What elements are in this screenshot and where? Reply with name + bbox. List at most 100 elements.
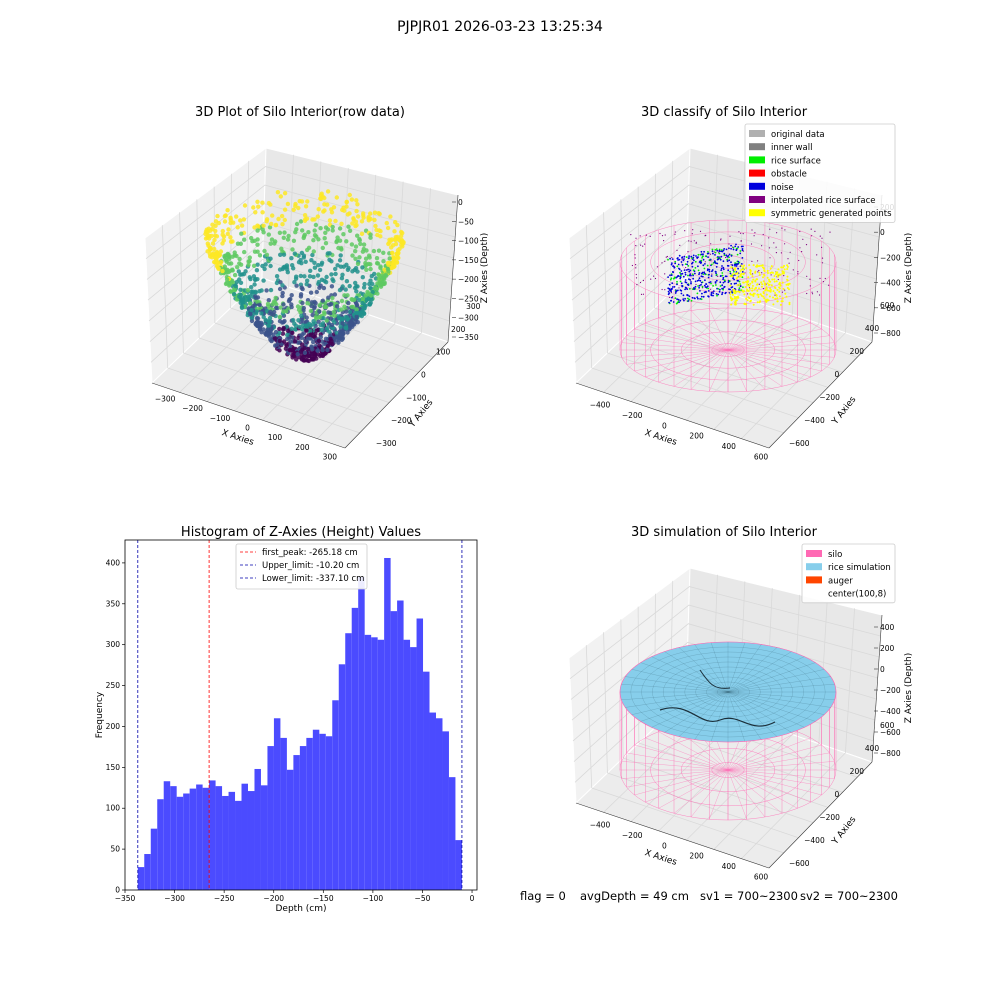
tick-label: 0 <box>421 371 426 380</box>
data-point <box>354 289 359 294</box>
interpolated-point <box>781 227 783 229</box>
silo-floor-line <box>727 769 747 820</box>
symmetric-point <box>754 271 757 274</box>
grid-line <box>658 725 766 832</box>
noise-point <box>724 280 726 283</box>
data-point <box>281 235 286 240</box>
grid-line <box>623 757 814 823</box>
data-point <box>312 260 317 265</box>
noise-point <box>667 258 669 261</box>
tick-label: −600 <box>880 728 901 737</box>
data-point <box>257 253 263 258</box>
noise-point <box>717 293 720 296</box>
noise-point <box>679 271 681 274</box>
data-point <box>261 278 266 283</box>
noise-point <box>694 260 697 263</box>
noise-point <box>685 269 688 271</box>
noise-point <box>697 269 700 272</box>
noise-point <box>728 256 730 259</box>
tick-label: 250 <box>106 681 121 690</box>
symmetric-point <box>758 287 760 290</box>
noise-point <box>700 253 703 256</box>
interpolated-point <box>821 262 824 264</box>
interpolated-point <box>769 228 771 230</box>
tick-label: 400 <box>106 558 121 567</box>
data-point <box>231 292 237 297</box>
noise-point <box>722 278 724 281</box>
surface-depression <box>699 669 731 689</box>
interpolated-point <box>635 245 637 247</box>
data-point <box>400 239 405 244</box>
grid-line <box>591 787 784 854</box>
noise-point <box>715 284 717 286</box>
symmetric-point <box>782 272 785 275</box>
data-point <box>304 323 309 328</box>
symmetric-point <box>786 279 789 282</box>
silo-floor-line <box>727 349 835 358</box>
symmetric-point <box>752 294 755 297</box>
noise-point <box>698 261 701 263</box>
panel-raw-3d: 3D Plot of Silo Interior(row data) −300−… <box>144 105 490 461</box>
data-point <box>331 278 336 284</box>
noise-point <box>690 281 692 283</box>
data-point <box>329 207 334 212</box>
surface-mesh <box>727 691 778 737</box>
symmetric-point <box>741 289 744 292</box>
histogram-bars <box>137 557 462 890</box>
surface-mesh <box>640 691 729 722</box>
tick-label: −200 <box>880 686 901 695</box>
data-point <box>381 250 386 255</box>
x-axis-label-raw: X Axies <box>220 428 255 448</box>
interpolated-point <box>770 274 772 276</box>
interpolated-point <box>725 256 727 259</box>
interpolated-point <box>666 255 669 258</box>
noise-point <box>714 282 717 284</box>
noise-point <box>722 288 724 291</box>
data-point <box>311 319 316 324</box>
figure-suptitle: PJPJR01 2026-03-23 13:25:34 <box>397 19 603 35</box>
x-axis-label-classify: X Axies <box>643 428 678 448</box>
noise-point <box>723 285 726 288</box>
data-point <box>285 332 290 338</box>
data-point <box>282 217 287 223</box>
silo-floor-line <box>690 769 729 818</box>
noise-point <box>700 272 703 275</box>
data-point <box>286 233 291 239</box>
data-point <box>329 259 334 264</box>
data-point <box>248 311 253 317</box>
histogram-bar <box>325 736 333 890</box>
data-point <box>264 288 269 293</box>
data-point <box>253 210 258 215</box>
noise-point <box>684 297 686 300</box>
noise-point <box>733 278 735 281</box>
data-point <box>255 249 260 254</box>
legend-frame <box>235 543 368 590</box>
data-point <box>388 214 393 219</box>
histogram-bar <box>163 781 171 890</box>
data-point <box>324 274 329 280</box>
data-point <box>320 245 325 251</box>
noise-point <box>704 279 706 282</box>
symmetric-point <box>749 299 752 302</box>
symmetric-point <box>743 290 746 293</box>
surface-mesh <box>727 651 792 693</box>
symmetric-point <box>756 301 759 304</box>
data-point <box>290 355 295 360</box>
data-point <box>354 284 359 289</box>
silo-floor-line <box>645 737 729 771</box>
data-point <box>368 293 374 298</box>
symmetric-point <box>786 264 789 267</box>
silo-floor-line <box>621 342 729 351</box>
x-axis-line <box>151 382 346 449</box>
histogram-bar <box>202 787 210 890</box>
noise-point <box>687 257 690 260</box>
data-point <box>276 216 281 222</box>
data-point <box>213 219 219 224</box>
data-point <box>334 239 339 245</box>
symmetric-point <box>774 287 777 289</box>
data-point <box>261 223 266 228</box>
noise-point <box>690 274 692 277</box>
silo-floor-line <box>727 769 835 779</box>
grid-line <box>570 604 880 700</box>
symmetric-point <box>774 297 777 300</box>
